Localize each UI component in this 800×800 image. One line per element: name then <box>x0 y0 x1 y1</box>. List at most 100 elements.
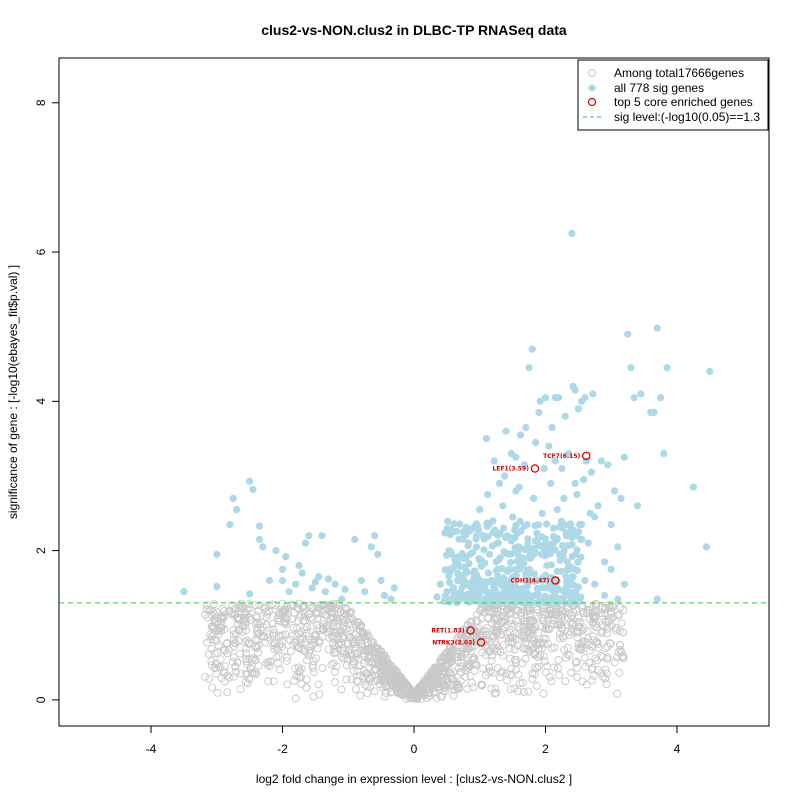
sig-gene-point <box>474 597 482 605</box>
background-gene-point <box>331 648 339 656</box>
background-gene-point <box>374 644 382 653</box>
background-gene-point <box>558 624 567 633</box>
background-gene-point <box>529 648 538 657</box>
background-gene-point <box>270 639 279 648</box>
background-gene-point <box>274 652 283 661</box>
background-gene-point <box>603 624 612 633</box>
x-tick-label: -2 <box>277 742 288 756</box>
background-gene-point <box>294 644 303 653</box>
background-gene-point <box>425 689 434 698</box>
background-gene-point <box>477 681 486 690</box>
background-gene-point <box>539 652 548 661</box>
sig-gene-point <box>480 579 488 587</box>
sig-gene-point <box>490 457 498 465</box>
sig-gene-point <box>535 408 543 417</box>
sig-gene-point <box>500 548 508 556</box>
background-gene-point <box>352 649 361 658</box>
background-gene-point <box>365 644 374 653</box>
sig-gene-point <box>455 535 463 543</box>
sig-gene-point <box>292 580 300 588</box>
sig-gene-point <box>519 590 527 598</box>
sig-gene-point <box>469 548 477 557</box>
background-gene-point <box>352 676 361 685</box>
sig-gene-point <box>475 555 483 563</box>
sig-gene-point <box>357 576 365 585</box>
background-gene-point <box>281 606 290 615</box>
sig-gene-point <box>465 598 473 606</box>
sig-gene-point <box>454 591 462 600</box>
background-gene-point <box>530 635 539 644</box>
background-gene-point <box>391 666 400 675</box>
background-gene-point <box>572 657 581 666</box>
sig-gene-point <box>538 509 546 517</box>
background-gene-point <box>516 679 524 688</box>
background-gene-point <box>354 677 363 686</box>
background-gene-point <box>254 661 263 670</box>
sig-gene-point <box>534 521 543 529</box>
background-gene-point <box>387 687 396 696</box>
background-gene-point <box>229 642 238 651</box>
background-gene-point <box>531 663 540 672</box>
background-gene-point <box>314 638 323 647</box>
background-gene-point <box>502 669 511 678</box>
core-gene-point <box>530 464 540 473</box>
background-gene-point <box>205 675 214 683</box>
sig-gene-point <box>318 532 326 540</box>
sig-gene-point <box>213 550 221 558</box>
legend-marker-core <box>587 97 597 107</box>
y-axis-label: significance of gene : [-log10(ebayes_fi… <box>6 265 20 519</box>
background-gene-point <box>556 621 565 629</box>
background-gene-point <box>467 642 476 651</box>
background-gene-point <box>584 640 593 649</box>
background-gene-point <box>467 678 476 687</box>
sig-gene-point <box>553 567 561 576</box>
background-gene-point <box>521 654 530 663</box>
sig-gene-point <box>551 457 559 465</box>
background-gene-point <box>611 626 620 635</box>
background-gene-point <box>568 619 577 628</box>
background-gene-point <box>263 633 272 642</box>
background-gene-point <box>322 611 331 620</box>
sig-gene-point <box>494 574 502 583</box>
background-gene-point <box>488 668 497 677</box>
background-gene-point <box>269 645 278 653</box>
background-gene-point <box>462 644 471 653</box>
sig-gene-point <box>491 586 499 594</box>
background-gene-point <box>510 629 519 638</box>
background-gene-point <box>616 641 625 650</box>
x-axis: -4 -2 0 2 4 <box>146 725 681 756</box>
sig-gene-point <box>624 330 632 338</box>
background-gene-point <box>356 691 365 700</box>
sig-gene-point <box>537 550 546 558</box>
background-gene-point <box>500 640 509 649</box>
background-gene-point <box>221 645 230 654</box>
background-gene-point <box>243 605 252 613</box>
background-gene-point <box>366 675 375 683</box>
background-gene-point <box>534 662 543 671</box>
background-gene-point <box>268 619 277 628</box>
background-gene-point <box>528 674 537 683</box>
sig-gene-point <box>213 582 221 591</box>
core-gene-label: LEF1(3.59) <box>492 466 529 473</box>
background-gene-point <box>296 639 305 648</box>
background-gene-point <box>565 651 574 660</box>
background-gene-point <box>281 614 290 622</box>
background-gene-point <box>339 654 348 663</box>
background-gene-point <box>603 629 611 638</box>
sig-gene-point <box>494 539 502 547</box>
background-gene-point <box>219 646 228 655</box>
sig-gene-point <box>543 597 551 605</box>
background-gene-point <box>512 665 521 674</box>
background-gene-point <box>300 646 308 655</box>
sig-gene-point <box>551 546 559 554</box>
background-gene-point <box>399 676 408 685</box>
background-gene-point <box>281 618 290 627</box>
background-gene-point <box>463 684 472 693</box>
background-gene-point <box>573 663 582 672</box>
background-gene-point <box>242 654 250 663</box>
background-gene-point <box>251 655 260 664</box>
background-gene-point <box>212 608 221 617</box>
background-gene-point <box>581 662 590 671</box>
y-tick-label: 0 <box>34 696 48 703</box>
background-gene-point <box>533 606 542 615</box>
